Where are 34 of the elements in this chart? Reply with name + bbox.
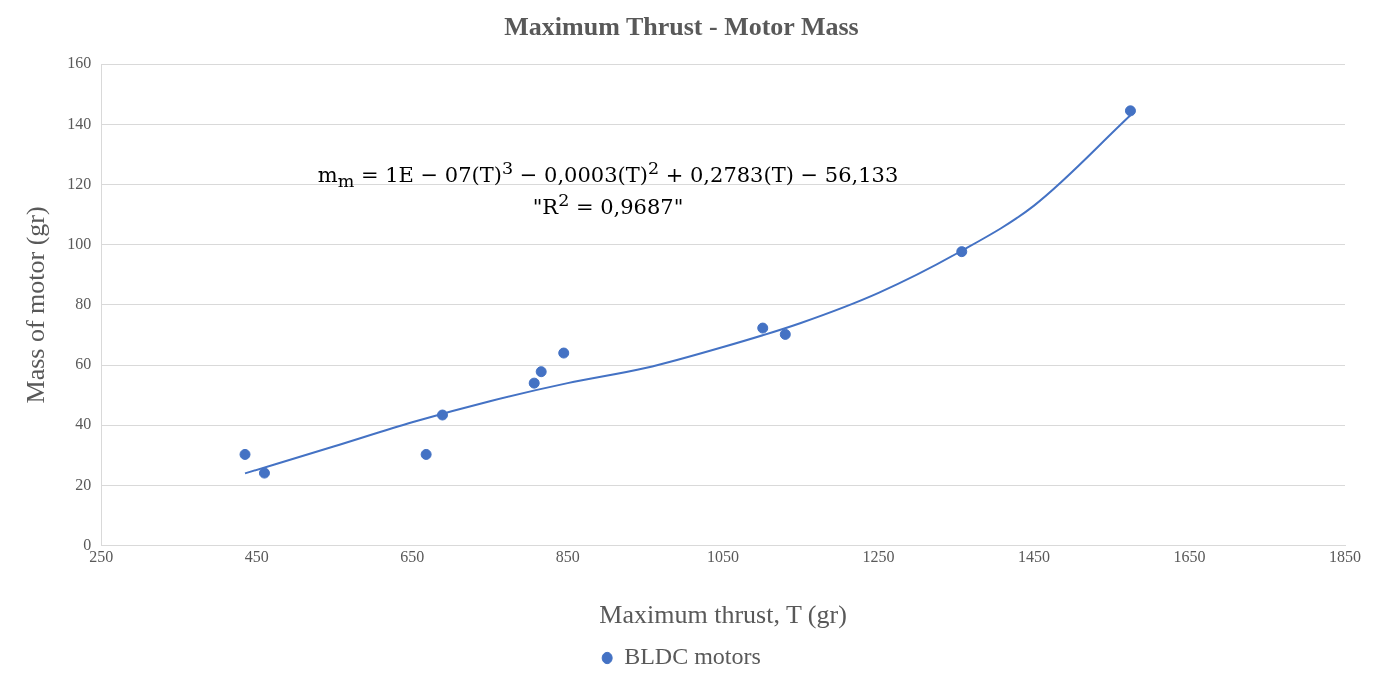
x-tick-label: 1650 <box>1173 548 1206 566</box>
y-tick-label: 140 <box>67 114 92 132</box>
x-tick-label: 650 <box>400 548 425 566</box>
y-tick-label: 40 <box>75 415 92 433</box>
y-tick-label: 100 <box>67 234 92 252</box>
y-tick-label: 80 <box>75 295 92 313</box>
x-tick-label: 450 <box>244 548 269 566</box>
point <box>258 467 270 479</box>
point <box>420 448 432 460</box>
point <box>757 322 769 334</box>
y-tick-label: 160 <box>67 54 92 72</box>
y-tick-label: 120 <box>67 174 92 192</box>
x-tick-label: 1250 <box>862 548 895 566</box>
x-tick-label: 1450 <box>1018 548 1051 566</box>
x-tick-label: 250 <box>89 548 114 566</box>
point <box>1124 105 1136 117</box>
annotation: m$_{m}$ = 1E − 07(T)$^{3}$ − 0,0003(T)$^{2}$ + 0,2783(T) − 56,133 <box>316 158 900 192</box>
point <box>535 366 547 378</box>
y-tick-label: 20 <box>75 475 92 493</box>
chart-title: Maximum Thrust - Motor Mass <box>504 12 859 42</box>
x-axis-title: Maximum thrust, T (gr) <box>599 600 847 630</box>
legend-label: BLDC motors <box>624 643 761 670</box>
point <box>779 328 791 340</box>
point <box>436 409 448 421</box>
x-tick-label: 1050 <box>707 548 740 566</box>
x-tick-label: 850 <box>555 548 580 566</box>
y-tick-label: 60 <box>75 355 92 373</box>
annotation: "R$^{2}$ = 0,9687" <box>531 190 685 219</box>
point <box>956 246 968 258</box>
point <box>239 448 251 460</box>
point <box>558 347 570 359</box>
x-tick-label: 1850 <box>1329 548 1361 566</box>
y-axis-title: Mass of motor (gr) <box>21 206 51 404</box>
point <box>528 377 540 389</box>
